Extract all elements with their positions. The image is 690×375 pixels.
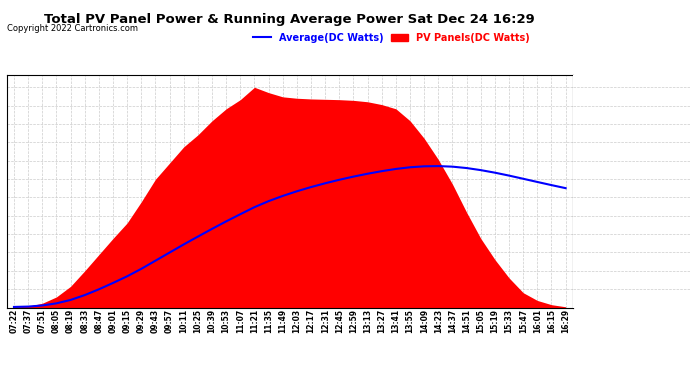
Text: Copyright 2022 Cartronics.com: Copyright 2022 Cartronics.com bbox=[7, 24, 138, 33]
Legend: Average(DC Watts), PV Panels(DC Watts): Average(DC Watts), PV Panels(DC Watts) bbox=[249, 29, 534, 46]
Text: Total PV Panel Power & Running Average Power Sat Dec 24 16:29: Total PV Panel Power & Running Average P… bbox=[44, 13, 535, 26]
